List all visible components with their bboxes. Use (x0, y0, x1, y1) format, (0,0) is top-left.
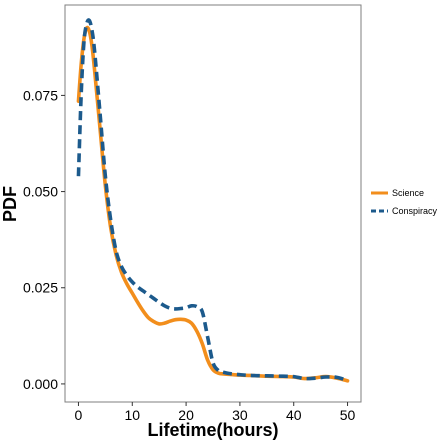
y-axis: 0.000 0.025 0.050 0.075 (23, 87, 65, 392)
y-tick-label: 0.000 (23, 376, 58, 392)
legend-label-conspiracy: Conspiracy (392, 206, 438, 216)
x-tick-label: 0 (75, 407, 83, 423)
legend: Science Conspiracy (371, 188, 438, 216)
x-tick-label: 20 (178, 407, 194, 423)
series-lines (76, 18, 350, 383)
y-axis-title: PDF (0, 186, 20, 222)
y-tick-label: 0.075 (23, 87, 58, 103)
x-tick-label: 30 (232, 407, 248, 423)
y-tick-label: 0.025 (23, 280, 58, 296)
y-tick-label: 0.050 (23, 184, 58, 200)
x-axis: 0 10 20 30 40 50 (75, 402, 356, 423)
series-line-conspiracy (76, 18, 349, 383)
x-tick-label: 40 (286, 407, 302, 423)
x-tick-label: 50 (340, 407, 356, 423)
legend-label-science: Science (392, 188, 424, 198)
plot-panel (64, 4, 362, 403)
x-tick-label: 10 (124, 407, 140, 423)
x-axis-title: Lifetime(hours) (147, 420, 278, 440)
